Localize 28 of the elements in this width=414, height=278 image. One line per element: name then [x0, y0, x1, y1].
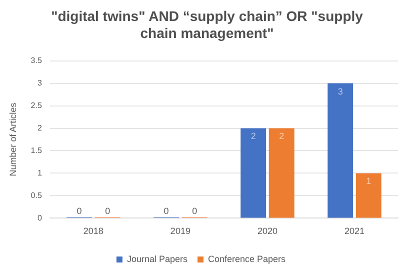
bar [268, 128, 294, 218]
y-tick-label: 1.5 [30, 146, 42, 155]
data-label: 0 [76, 206, 82, 216]
bar [328, 83, 354, 218]
y-tick-label: 1 [37, 168, 42, 178]
data-label: 3 [338, 86, 343, 96]
y-axis-title: Number of Articles [8, 102, 18, 176]
data-label: 1 [366, 176, 372, 186]
data-label: 2 [279, 131, 284, 142]
x-tick-label: 2021 [344, 226, 365, 236]
x-tick-label: 2018 [83, 226, 104, 236]
x-tick-label: 2019 [170, 226, 190, 236]
y-tick-label: 3.5 [30, 56, 42, 66]
y-tick-label: 0.5 [30, 190, 42, 200]
data-label: 2 [250, 131, 256, 142]
bar [240, 128, 266, 218]
legend-label: Conference Papers [208, 254, 286, 264]
data-label: 0 [105, 206, 110, 216]
y-tick-label: 2.5 [30, 100, 42, 110]
y-tick-label: 3 [37, 78, 42, 88]
y-tick-label: 2 [37, 123, 42, 132]
x-tick-label: 2020 [257, 226, 278, 236]
y-tick-label: 0 [37, 213, 42, 222]
bar [356, 173, 382, 218]
data-label: 0 [192, 206, 198, 216]
legend-label: Journal Papers [126, 254, 188, 264]
data-label: 0 [164, 206, 169, 216]
chart-title: "digital twins" AND “supply chain” OR "supply chain management" [50, 7, 364, 43]
